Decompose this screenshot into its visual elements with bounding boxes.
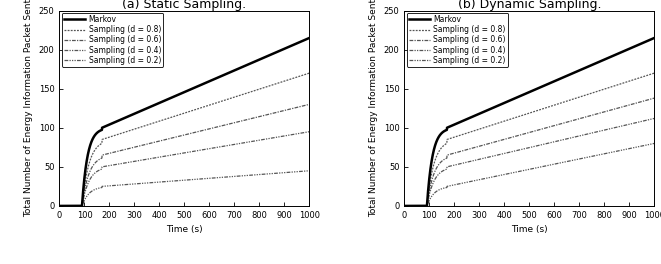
Line: Sampling (d = 0.6): Sampling (d = 0.6) (59, 104, 309, 206)
Sampling (d = 0.8) (301, 73, 309, 76)
Sampling (d = 0.6) (274, 111, 282, 114)
Line: Markov: Markov (59, 38, 309, 206)
X-axis label: Time (s): Time (s) (166, 225, 203, 234)
Markov (84, 152, 92, 155)
Sampling (d = 0.6) (162, 138, 170, 141)
Markov (507, 98, 515, 102)
Sampling (d = 0.4) (274, 135, 282, 139)
Markov (151, 103, 159, 106)
Sampling (d = 0.8) (650, 72, 658, 75)
Sampling (d = 0.8) (444, 138, 451, 141)
Y-axis label: Total Number of Energy Information Packet Sent: Total Number of Energy Information Packe… (24, 0, 33, 217)
Markov (305, 36, 313, 40)
Markov (162, 98, 170, 102)
Sampling (d = 0.8) (56, 204, 63, 208)
Sampling (d = 0.4) (619, 124, 627, 128)
Sampling (d = 0.2) (650, 142, 658, 145)
Markov (619, 50, 627, 53)
Line: Sampling (d = 0.4): Sampling (d = 0.4) (59, 132, 309, 206)
Sampling (d = 0.2) (162, 180, 170, 183)
Sampling (d = 0.6) (84, 175, 92, 178)
Markov (301, 39, 309, 42)
Sampling (d = 0.8) (151, 121, 159, 124)
Sampling (d = 0.2) (401, 204, 408, 208)
Sampling (d = 0.8) (162, 117, 170, 121)
Sampling (d = 0.8) (507, 117, 515, 121)
Sampling (d = 0.2) (84, 193, 92, 196)
Sampling (d = 0.2) (305, 169, 313, 172)
Sampling (d = 0.4) (496, 153, 504, 156)
Sampling (d = 0.8) (305, 72, 313, 75)
Sampling (d = 0.2) (646, 143, 654, 146)
Sampling (d = 0.4) (305, 130, 313, 133)
Sampling (d = 0.6) (650, 97, 658, 100)
Title: (a) Static Sampling.: (a) Static Sampling. (122, 0, 247, 11)
Sampling (d = 0.6) (301, 104, 309, 107)
Sampling (d = 0.8) (84, 166, 92, 169)
Sampling (d = 0.6) (56, 204, 63, 208)
Sampling (d = 0.4) (444, 165, 451, 168)
Markov (401, 204, 408, 208)
Legend: Markov, Sampling (d = 0.8), Sampling (d = 0.6), Sampling (d = 0.4), Sampling (d : Markov, Sampling (d = 0.8), Sampling (d … (407, 13, 508, 67)
Sampling (d = 0.8) (274, 82, 282, 85)
Line: Sampling (d = 0.2): Sampling (d = 0.2) (59, 171, 309, 206)
Sampling (d = 0.2) (301, 169, 309, 173)
Sampling (d = 0.2) (444, 185, 451, 188)
Line: Sampling (d = 0.4): Sampling (d = 0.4) (405, 118, 654, 206)
Markov (444, 126, 451, 129)
Sampling (d = 0.8) (401, 204, 408, 208)
Title: (b) Dynamic Sampling.: (b) Dynamic Sampling. (457, 0, 601, 11)
Sampling (d = 0.4) (84, 182, 92, 185)
Sampling (d = 0.6) (305, 103, 313, 106)
Sampling (d = 0.8) (619, 82, 627, 85)
Markov (496, 103, 504, 106)
Sampling (d = 0.4) (162, 154, 170, 158)
X-axis label: Time (s): Time (s) (511, 225, 548, 234)
Sampling (d = 0.2) (151, 181, 159, 184)
Sampling (d = 0.4) (650, 117, 658, 120)
Y-axis label: Total Number of Energy Information Packet Sent: Total Number of Energy Information Packe… (369, 0, 378, 217)
Sampling (d = 0.6) (151, 140, 159, 144)
Sampling (d = 0.6) (619, 105, 627, 109)
Sampling (d = 0.4) (507, 150, 515, 153)
Sampling (d = 0.2) (496, 174, 504, 177)
Sampling (d = 0.8) (646, 73, 654, 76)
Markov (274, 50, 282, 53)
Line: Markov: Markov (405, 38, 654, 206)
Sampling (d = 0.6) (496, 139, 504, 142)
Line: Sampling (d = 0.2): Sampling (d = 0.2) (405, 143, 654, 206)
Sampling (d = 0.6) (429, 175, 437, 178)
Sampling (d = 0.4) (301, 131, 309, 134)
Markov (429, 152, 437, 155)
Sampling (d = 0.2) (429, 193, 437, 196)
Markov (99, 126, 107, 129)
Line: Sampling (d = 0.8): Sampling (d = 0.8) (405, 73, 654, 206)
Sampling (d = 0.4) (99, 165, 107, 168)
Sampling (d = 0.2) (99, 185, 107, 188)
Sampling (d = 0.4) (401, 204, 408, 208)
Sampling (d = 0.2) (619, 148, 627, 152)
Sampling (d = 0.2) (56, 204, 63, 208)
Line: Sampling (d = 0.8): Sampling (d = 0.8) (59, 73, 309, 206)
Sampling (d = 0.2) (274, 172, 282, 175)
Markov (650, 36, 658, 40)
Sampling (d = 0.4) (151, 156, 159, 159)
Sampling (d = 0.6) (646, 98, 654, 101)
Line: Sampling (d = 0.6): Sampling (d = 0.6) (405, 98, 654, 206)
Legend: Markov, Sampling (d = 0.8), Sampling (d = 0.6), Sampling (d = 0.4), Sampling (d : Markov, Sampling (d = 0.8), Sampling (d … (61, 13, 163, 67)
Sampling (d = 0.6) (444, 153, 451, 157)
Sampling (d = 0.8) (496, 121, 504, 124)
Sampling (d = 0.8) (99, 138, 107, 141)
Sampling (d = 0.6) (401, 204, 408, 208)
Markov (56, 204, 63, 208)
Sampling (d = 0.4) (429, 182, 437, 185)
Sampling (d = 0.8) (429, 166, 437, 169)
Markov (646, 39, 654, 42)
Sampling (d = 0.4) (646, 118, 654, 121)
Sampling (d = 0.4) (56, 204, 63, 208)
Sampling (d = 0.2) (507, 172, 515, 175)
Sampling (d = 0.6) (99, 153, 107, 157)
Sampling (d = 0.6) (507, 136, 515, 139)
